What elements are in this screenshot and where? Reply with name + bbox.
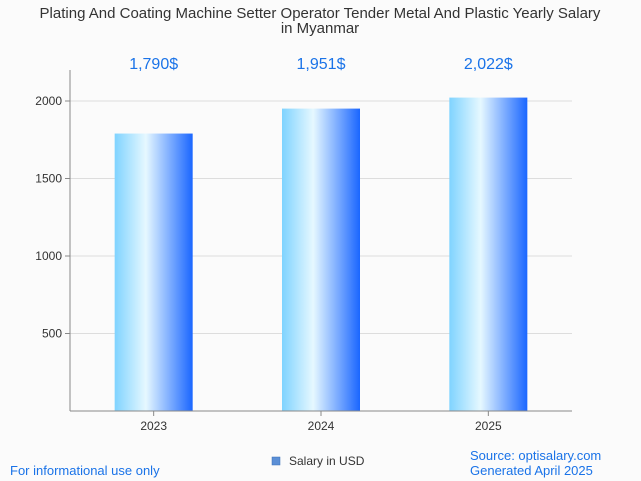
bar-2023	[114, 133, 193, 412]
x-tick-label-2024: 2024	[308, 419, 335, 433]
data-label-2024: 1,951$	[297, 56, 346, 73]
x-axis-ticks: 2023 2024 2025	[140, 411, 502, 433]
x-tick-label-2025: 2025	[475, 419, 502, 433]
y-tick-label: 1000	[35, 249, 62, 263]
data-labels: 1,790$ 1,951$ 2,022$	[129, 56, 513, 73]
chart-title-line-2: in Myanmar	[281, 20, 359, 37]
legend-swatch	[271, 456, 281, 466]
x-tick-label-2023: 2023	[140, 419, 167, 433]
legend-label: Salary in USD	[289, 454, 365, 468]
data-label-2023: 1,790$	[129, 56, 178, 73]
footer-source: Source: optisalary.com	[470, 448, 601, 463]
bar-2024	[282, 108, 360, 411]
legend: Salary in USD	[271, 454, 365, 468]
data-label-2025: 2,022$	[464, 56, 513, 73]
y-tick-label: 500	[42, 327, 62, 341]
bar-2025	[449, 97, 528, 411]
bars	[114, 97, 528, 412]
chart-title-line-1: Plating And Coating Machine Setter Opera…	[40, 5, 601, 22]
footer-disclaimer: For informational use only	[10, 463, 160, 478]
y-axis-ticks: 500 1000 1500 2000	[35, 94, 70, 341]
footer-generated: Generated April 2025	[470, 463, 593, 478]
y-tick-label: 2000	[35, 94, 62, 108]
y-tick-label: 1500	[35, 172, 62, 186]
